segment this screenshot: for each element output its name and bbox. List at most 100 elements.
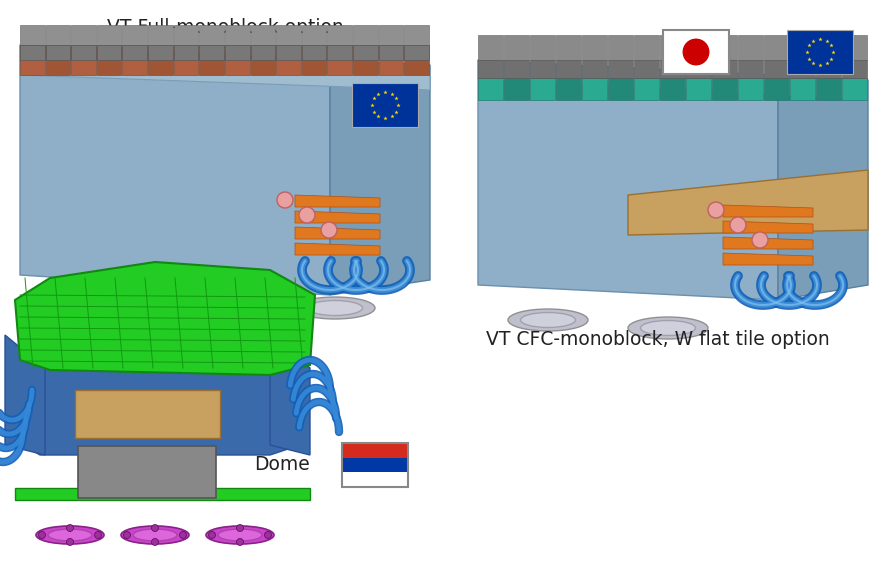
Circle shape bbox=[321, 222, 337, 238]
Polygon shape bbox=[777, 80, 867, 300]
Ellipse shape bbox=[307, 301, 362, 315]
Polygon shape bbox=[789, 35, 814, 60]
Ellipse shape bbox=[206, 526, 274, 544]
Polygon shape bbox=[301, 25, 326, 45]
Polygon shape bbox=[295, 243, 379, 255]
Polygon shape bbox=[404, 45, 429, 60]
Polygon shape bbox=[353, 45, 377, 75]
Polygon shape bbox=[71, 25, 96, 45]
Polygon shape bbox=[478, 60, 867, 100]
Circle shape bbox=[208, 531, 215, 538]
Polygon shape bbox=[530, 60, 555, 78]
Bar bbox=[342, 473, 408, 487]
Polygon shape bbox=[199, 45, 224, 60]
Ellipse shape bbox=[120, 526, 189, 544]
Polygon shape bbox=[841, 60, 866, 78]
Polygon shape bbox=[581, 78, 606, 100]
Polygon shape bbox=[711, 35, 736, 60]
Polygon shape bbox=[607, 35, 633, 60]
Ellipse shape bbox=[627, 317, 707, 339]
Circle shape bbox=[66, 538, 74, 546]
Polygon shape bbox=[330, 65, 430, 295]
Ellipse shape bbox=[192, 311, 247, 325]
Polygon shape bbox=[815, 35, 840, 60]
Circle shape bbox=[276, 192, 292, 208]
Ellipse shape bbox=[508, 309, 587, 331]
Polygon shape bbox=[251, 25, 275, 45]
Polygon shape bbox=[478, 60, 777, 300]
Polygon shape bbox=[225, 25, 249, 45]
Polygon shape bbox=[815, 60, 840, 78]
Polygon shape bbox=[722, 205, 812, 217]
Polygon shape bbox=[20, 45, 430, 90]
Polygon shape bbox=[269, 335, 309, 455]
Polygon shape bbox=[353, 25, 377, 45]
Ellipse shape bbox=[520, 312, 575, 328]
Polygon shape bbox=[607, 60, 633, 78]
Polygon shape bbox=[478, 78, 502, 100]
Circle shape bbox=[237, 525, 244, 531]
Polygon shape bbox=[685, 60, 711, 78]
Ellipse shape bbox=[640, 320, 695, 336]
Polygon shape bbox=[295, 195, 379, 207]
Polygon shape bbox=[685, 78, 711, 100]
Text: VT Full-monoblock option: VT Full-monoblock option bbox=[106, 18, 343, 37]
Bar bbox=[342, 458, 408, 473]
Polygon shape bbox=[530, 35, 555, 60]
Polygon shape bbox=[737, 60, 762, 78]
Polygon shape bbox=[71, 45, 96, 60]
Polygon shape bbox=[122, 45, 147, 75]
Ellipse shape bbox=[218, 529, 261, 541]
Polygon shape bbox=[301, 45, 326, 75]
Polygon shape bbox=[378, 45, 403, 60]
Circle shape bbox=[751, 232, 767, 248]
Polygon shape bbox=[633, 60, 658, 78]
Polygon shape bbox=[737, 78, 762, 100]
Polygon shape bbox=[607, 78, 633, 100]
Polygon shape bbox=[327, 25, 352, 45]
Polygon shape bbox=[45, 45, 70, 60]
Polygon shape bbox=[15, 262, 315, 375]
Text: Dome: Dome bbox=[254, 456, 309, 474]
Polygon shape bbox=[327, 45, 352, 60]
Circle shape bbox=[179, 531, 186, 538]
Polygon shape bbox=[20, 45, 44, 60]
Polygon shape bbox=[627, 170, 867, 235]
Circle shape bbox=[237, 538, 244, 546]
Polygon shape bbox=[556, 60, 580, 78]
Bar bbox=[662, 30, 728, 74]
Bar bbox=[342, 443, 408, 458]
Polygon shape bbox=[45, 25, 70, 45]
Polygon shape bbox=[556, 35, 580, 60]
Polygon shape bbox=[199, 25, 224, 45]
Polygon shape bbox=[711, 60, 736, 78]
Polygon shape bbox=[503, 60, 528, 78]
Bar bbox=[75, 390, 220, 438]
Ellipse shape bbox=[36, 526, 104, 544]
Polygon shape bbox=[659, 60, 684, 78]
Polygon shape bbox=[301, 45, 326, 60]
Polygon shape bbox=[276, 45, 300, 60]
Polygon shape bbox=[581, 60, 606, 78]
Polygon shape bbox=[5, 335, 45, 455]
Polygon shape bbox=[295, 227, 379, 239]
Polygon shape bbox=[174, 45, 198, 75]
Polygon shape bbox=[225, 45, 249, 60]
Polygon shape bbox=[815, 78, 840, 100]
Circle shape bbox=[38, 531, 45, 538]
Polygon shape bbox=[148, 25, 173, 45]
Polygon shape bbox=[633, 35, 658, 60]
Polygon shape bbox=[353, 45, 377, 60]
Polygon shape bbox=[763, 78, 789, 100]
Polygon shape bbox=[276, 45, 300, 75]
Polygon shape bbox=[20, 25, 44, 45]
Polygon shape bbox=[295, 211, 379, 223]
Polygon shape bbox=[737, 35, 762, 60]
Polygon shape bbox=[97, 45, 121, 60]
Polygon shape bbox=[530, 78, 555, 100]
Ellipse shape bbox=[133, 529, 177, 541]
Circle shape bbox=[299, 207, 315, 223]
Circle shape bbox=[682, 39, 708, 65]
Polygon shape bbox=[503, 35, 528, 60]
Polygon shape bbox=[404, 25, 429, 45]
